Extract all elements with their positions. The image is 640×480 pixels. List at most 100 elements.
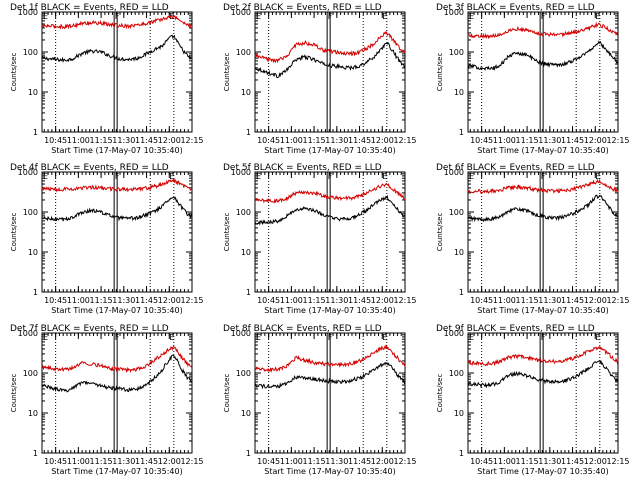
y-tick-label: 100 <box>236 48 251 57</box>
x-tick-label: 12:00 <box>584 296 607 305</box>
detector-panel-1: Det 1f BLACK = Events, RED = LLD 1 10 100 10… <box>10 3 204 155</box>
marker-label: E <box>382 333 387 342</box>
y-tick-label: 1000 <box>18 329 38 338</box>
y-tick-label: 100 <box>236 369 251 378</box>
x-tick-label: 11:15 <box>303 296 326 305</box>
x-tick-label: 12:15 <box>606 136 629 145</box>
panel-title: Det 8f BLACK = Events, RED = LLD <box>223 324 382 334</box>
marker-label: F <box>115 172 120 181</box>
y-tick-label: 10 <box>28 409 38 418</box>
marker-label: F <box>115 12 120 21</box>
y-tick-label: 1000 <box>18 168 38 177</box>
marker-label: E <box>43 12 48 21</box>
x-tick-label: 11:00 <box>67 457 90 466</box>
marker-label: E <box>43 333 48 342</box>
lld-series-line <box>467 178 619 195</box>
x-tick-label: 11:00 <box>493 296 516 305</box>
y-axis-label: Counts/sec <box>436 374 444 413</box>
y-tick-label: 1000 <box>231 329 251 338</box>
x-tick-label: 11:30 <box>538 457 561 466</box>
y-axis-label: Counts/sec <box>10 53 18 92</box>
y-tick-label: 100 <box>23 369 38 378</box>
x-tick-label: 12:00 <box>584 457 607 466</box>
x-tick-label: 12:15 <box>180 136 203 145</box>
x-tick-label: 10:45 <box>257 296 280 305</box>
y-tick-label: 1000 <box>444 8 464 17</box>
x-tick-label: 12:15 <box>606 457 629 466</box>
y-tick-label: 10 <box>241 409 251 418</box>
y-tick-label: 1 <box>459 128 464 137</box>
x-tick-label: 11:45 <box>348 296 371 305</box>
detector-panel-2: Det 2f BLACK = Events, RED = LLD 1 10 100 10… <box>223 3 417 155</box>
panel-title: Det 4f BLACK = Events, RED = LLD <box>10 163 169 173</box>
panel-title: Det 9f BLACK = Events, RED = LLD <box>436 324 595 334</box>
y-tick-label: 1 <box>459 449 464 458</box>
x-axis-label: Start Time (17-May-07 10:35:40) <box>477 146 608 155</box>
detector-panel-7: Det 7f BLACK = Events, RED = LLD 1 10 100 10… <box>10 324 204 476</box>
x-tick-label: 11:00 <box>493 457 516 466</box>
y-tick-label: 10 <box>241 248 251 257</box>
x-tick-label: 10:45 <box>470 136 493 145</box>
x-tick-label: 12:15 <box>180 457 203 466</box>
x-tick-label: 11:00 <box>280 296 303 305</box>
marker-label: E <box>469 333 474 342</box>
y-tick-label: 100 <box>236 208 251 217</box>
y-tick-label: 100 <box>449 208 464 217</box>
x-tick-label: 12:00 <box>158 136 181 145</box>
marker-label: F <box>541 12 546 21</box>
x-tick-label: 10:45 <box>470 296 493 305</box>
marker-label: E <box>595 333 600 342</box>
x-axis-label: Start Time (17-May-07 10:35:40) <box>51 467 182 476</box>
marker-label: E <box>256 172 261 181</box>
detector-panel-5: Det 5f BLACK = Events, RED = LLD 1 10 100 10… <box>223 163 417 315</box>
lld-series-line <box>41 177 193 193</box>
marker-label: E <box>469 172 474 181</box>
marker-label: F <box>115 333 120 342</box>
detector-panel-9: Det 9f BLACK = Events, RED = LLD 1 10 100 10… <box>436 324 630 476</box>
x-axis-label: Start Time (17-May-07 10:35:40) <box>264 146 395 155</box>
panel-title: Det 6f BLACK = Events, RED = LLD <box>436 163 595 173</box>
events-series-line <box>467 40 619 72</box>
marker-label: F <box>328 12 333 21</box>
x-axis-label: Start Time (17-May-07 10:35:40) <box>477 467 608 476</box>
x-tick-label: 11:15 <box>90 136 113 145</box>
lld-series-line <box>467 21 619 40</box>
y-tick-label: 1000 <box>18 8 38 17</box>
x-tick-label: 10:45 <box>470 457 493 466</box>
y-tick-label: 1 <box>459 288 464 297</box>
events-series-line <box>254 194 406 226</box>
events-series-line <box>41 196 193 222</box>
lld-series-line <box>254 182 406 204</box>
x-tick-label: 11:15 <box>90 296 113 305</box>
panel-title: Det 1f BLACK = Events, RED = LLD <box>10 3 169 13</box>
x-tick-label: 11:15 <box>516 296 539 305</box>
x-tick-label: 11:30 <box>112 136 135 145</box>
x-tick-label: 11:00 <box>280 136 303 145</box>
marker-label: F <box>541 333 546 342</box>
x-axis-label: Start Time (17-May-07 10:35:40) <box>264 306 395 315</box>
y-axis-label: Counts/sec <box>436 53 444 92</box>
x-tick-label: 12:00 <box>371 296 394 305</box>
marker-label: E <box>595 172 600 181</box>
y-tick-label: 10 <box>454 248 464 257</box>
panel-title: Det 2f BLACK = Events, RED = LLD <box>223 3 382 13</box>
y-tick-label: 10 <box>454 409 464 418</box>
x-tick-label: 11:00 <box>67 136 90 145</box>
x-tick-label: 10:45 <box>257 136 280 145</box>
lld-series-line <box>41 345 193 373</box>
marker-label: E <box>169 172 174 181</box>
events-series-line <box>468 194 619 223</box>
x-axis-label: Start Time (17-May-07 10:35:40) <box>264 467 395 476</box>
y-tick-label: 1 <box>33 128 38 137</box>
x-tick-label: 12:15 <box>393 136 416 145</box>
marker-label: E <box>469 12 474 21</box>
x-tick-label: 11:00 <box>493 136 516 145</box>
y-tick-label: 100 <box>449 48 464 57</box>
lld-series-line <box>41 14 193 30</box>
x-tick-label: 11:15 <box>303 136 326 145</box>
x-tick-label: 11:15 <box>516 136 539 145</box>
x-tick-label: 10:45 <box>44 296 67 305</box>
lld-series-line <box>467 346 619 367</box>
detector-panel-8: Det 8f BLACK = Events, RED = LLD 1 10 100 10… <box>223 324 417 476</box>
x-tick-label: 11:15 <box>516 457 539 466</box>
